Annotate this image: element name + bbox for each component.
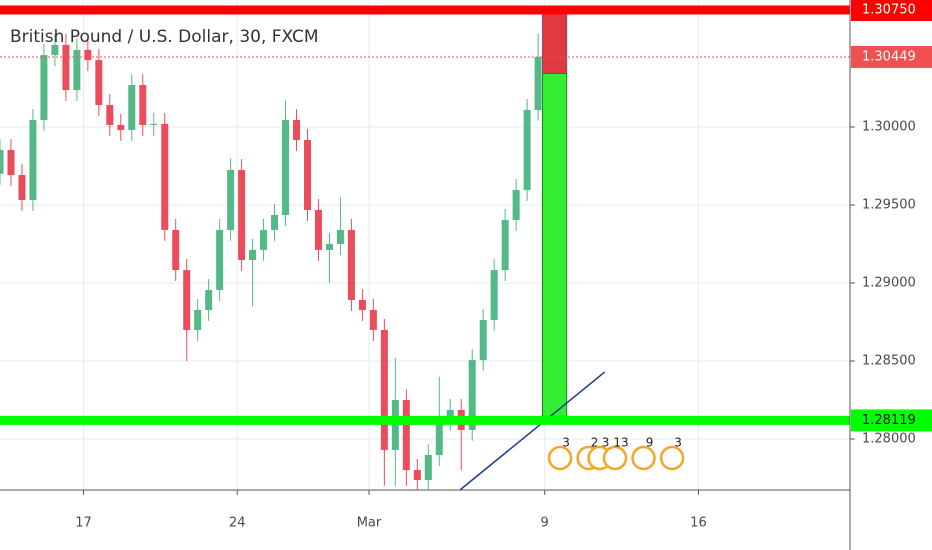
x-tick-label: 16 <box>690 516 707 531</box>
x-tick-label: Mar <box>357 516 382 531</box>
event-label: 3 <box>674 436 682 450</box>
y-tick-label: 1.28500 <box>862 353 916 368</box>
chart-title: British Pound / U.S. Dollar, 30, FXCM <box>10 27 318 47</box>
candle-body <box>29 119 37 200</box>
candle-body <box>139 85 147 125</box>
candle-body <box>490 270 498 320</box>
candle-body <box>40 55 48 120</box>
candle-body <box>51 44 59 56</box>
candle-body <box>501 219 509 271</box>
candle-body <box>369 309 377 330</box>
candle-body <box>194 309 202 330</box>
last-price-label: 1.30449 <box>862 49 916 64</box>
candle-body <box>205 290 213 310</box>
candle-body <box>172 229 180 271</box>
candle-body <box>325 243 333 250</box>
candle-body <box>249 249 257 261</box>
candle-body <box>183 270 191 330</box>
event-marker <box>547 445 573 471</box>
candle-body <box>512 190 520 220</box>
event-marker <box>631 445 656 471</box>
plot: 3 2 3 13 9 3 <box>0 5 850 491</box>
y-tick-label: 1.28000 <box>862 431 916 446</box>
candle-body <box>468 360 476 430</box>
event-label: 2 <box>591 436 599 450</box>
candle-body <box>380 329 388 450</box>
candle-body <box>117 124 125 130</box>
event-marker <box>602 445 628 471</box>
last-price-box <box>851 45 932 68</box>
candle-body <box>150 123 158 125</box>
x-tick-label: 9 <box>541 516 549 531</box>
position-profit <box>542 72 568 421</box>
trend-line <box>459 371 606 491</box>
axes: 1.28000 1.28500 1.29000 1.29500 1.30000 17 24 M… <box>75 0 932 531</box>
candle-body <box>95 60 103 105</box>
candle-body <box>336 229 344 244</box>
level-label-box <box>851 0 932 21</box>
candle-body <box>238 170 246 261</box>
candle-body <box>84 49 92 61</box>
x-tick-label: 17 <box>75 516 92 531</box>
candle-body <box>18 175 26 200</box>
candle-body <box>0 150 4 174</box>
candle-body <box>479 319 487 361</box>
event-marker <box>659 445 685 471</box>
level-label: 1.28119 <box>862 413 916 428</box>
candle-body <box>534 56 542 110</box>
candle-body <box>424 455 432 481</box>
candle-body <box>161 123 169 230</box>
candle-body <box>260 229 268 250</box>
candle-body <box>347 229 355 300</box>
candle-body <box>128 85 136 130</box>
candle-body <box>402 399 410 471</box>
y-tick-label: 1.29500 <box>862 197 916 212</box>
candle-body <box>314 209 322 250</box>
event-label: 3 <box>562 436 570 450</box>
candle-body <box>303 139 311 210</box>
candle-body <box>73 49 81 91</box>
candle-body <box>523 109 531 191</box>
candle-body <box>446 409 454 420</box>
candle-body <box>227 170 235 230</box>
event-label: 13 <box>613 436 628 450</box>
event-label: 9 <box>646 436 654 450</box>
candle-body <box>282 119 290 215</box>
candle-body <box>106 104 114 125</box>
grid <box>0 0 850 490</box>
candle-body <box>413 470 421 481</box>
candle-body <box>435 419 443 456</box>
level-label-box <box>851 409 932 432</box>
candle-body <box>293 119 301 140</box>
y-tick-label: 1.29000 <box>862 275 916 290</box>
candle-body <box>358 299 366 310</box>
event-label: 3 <box>602 436 610 450</box>
candle-body <box>271 214 279 230</box>
candle-body <box>216 229 224 291</box>
x-tick-label: 24 <box>229 516 246 531</box>
position-loss <box>542 9 568 74</box>
candle-body <box>62 44 70 91</box>
level-label: 1.30750 <box>862 2 916 17</box>
y-tick-label: 1.30000 <box>862 119 916 134</box>
candle-body <box>391 399 399 450</box>
candle-body <box>7 150 15 176</box>
